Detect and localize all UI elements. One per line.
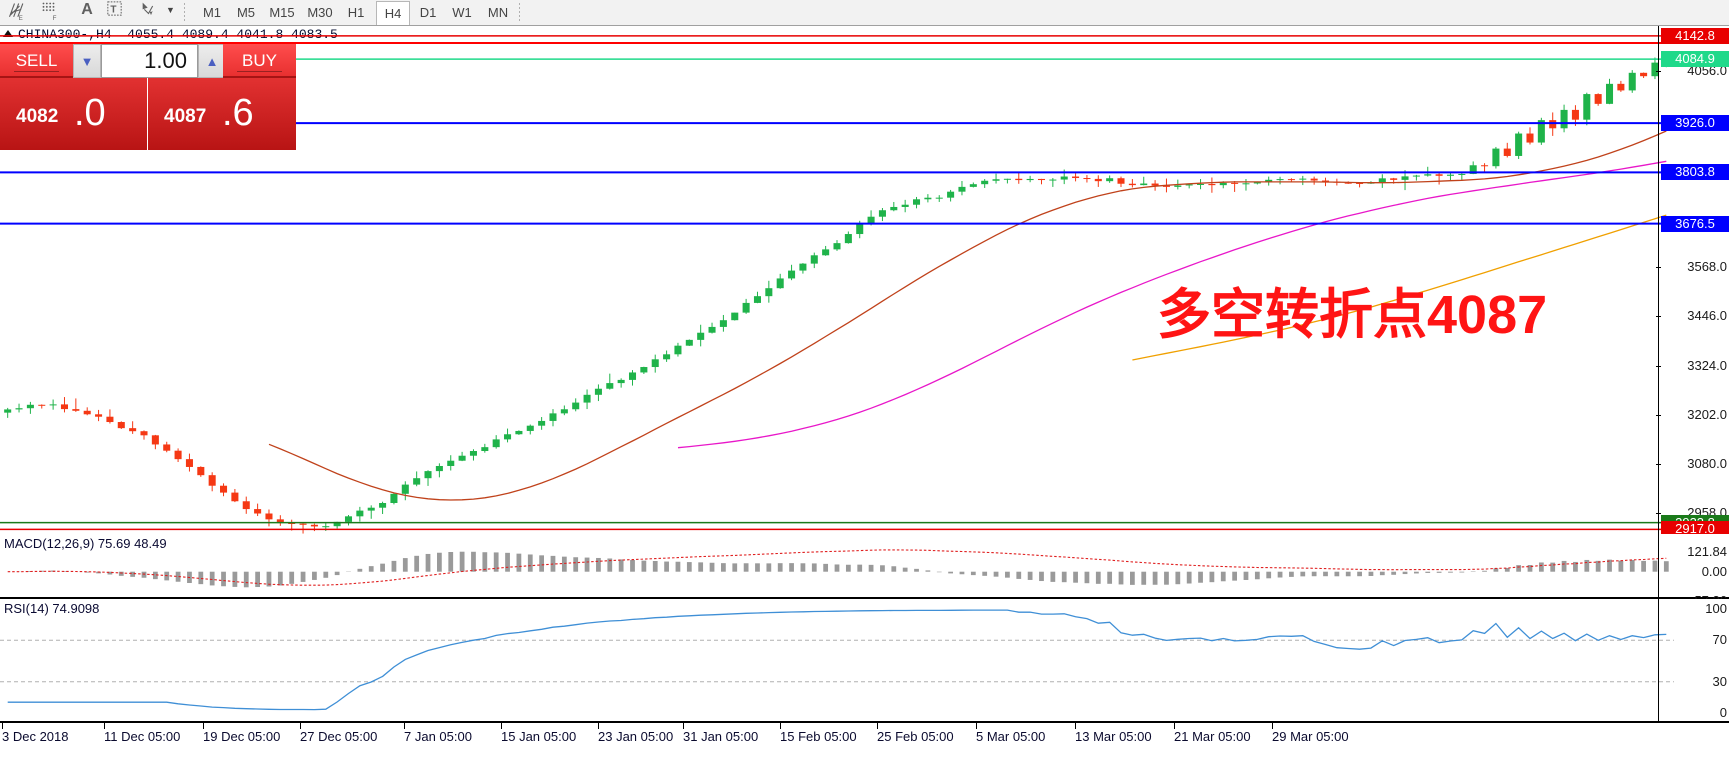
svg-text:T: T bbox=[110, 5, 116, 16]
svg-text:E: E bbox=[19, 15, 23, 21]
svg-text:F: F bbox=[53, 15, 57, 21]
